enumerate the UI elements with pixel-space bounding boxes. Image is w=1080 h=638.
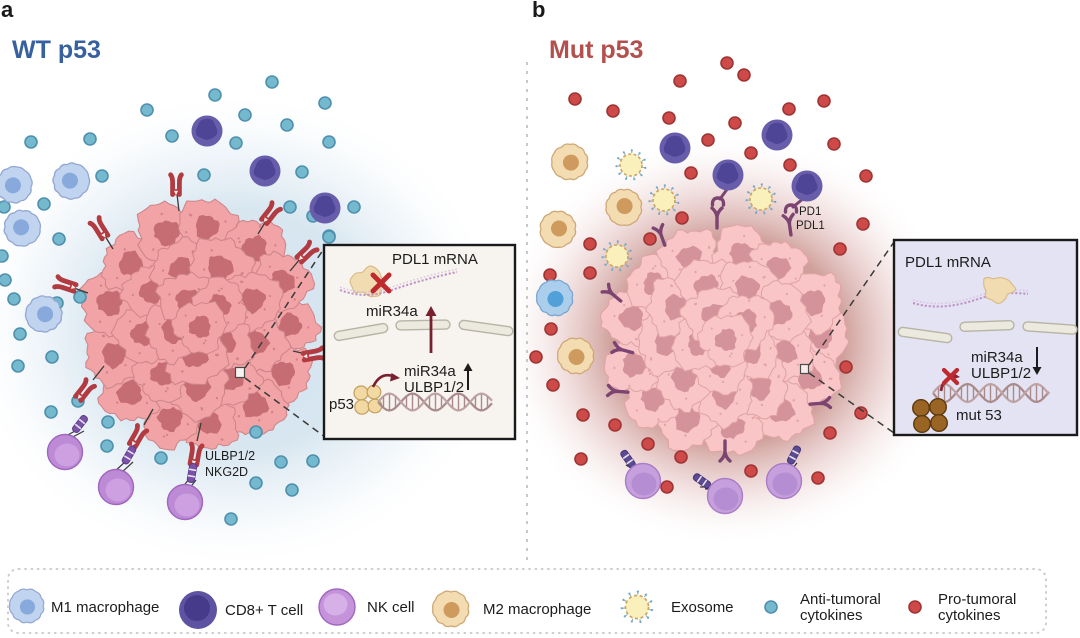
svg-text:cytokines: cytokines xyxy=(800,607,863,624)
svg-text:cytokines: cytokines xyxy=(938,607,1001,624)
svg-text:NK cell: NK cell xyxy=(367,599,415,616)
svg-text:p53: p53 xyxy=(329,396,354,413)
svg-text:miR34a: miR34a xyxy=(404,363,456,380)
svg-text:Pro-tumoral: Pro-tumoral xyxy=(938,591,1016,608)
svg-text:M1 macrophage: M1 macrophage xyxy=(51,599,159,616)
svg-text:CD8+ T cell: CD8+ T cell xyxy=(225,602,303,619)
svg-text:b: b xyxy=(532,0,545,22)
svg-text:ULBP1/2: ULBP1/2 xyxy=(205,449,255,463)
svg-text:ULBP1/2: ULBP1/2 xyxy=(404,379,464,396)
svg-text:ULBP1/2: ULBP1/2 xyxy=(971,365,1031,382)
svg-text:Exosome: Exosome xyxy=(671,599,734,616)
svg-text:NKG2D: NKG2D xyxy=(205,465,248,479)
svg-text:PD1: PD1 xyxy=(799,206,821,218)
svg-text:WT p53: WT p53 xyxy=(12,36,101,64)
svg-text:PDL1 mRNA: PDL1 mRNA xyxy=(905,254,991,271)
svg-text:miR34a: miR34a xyxy=(366,303,418,320)
svg-text:Mut p53: Mut p53 xyxy=(549,36,643,64)
svg-text:M2 macrophage: M2 macrophage xyxy=(483,601,591,618)
svg-text:mut 53: mut 53 xyxy=(956,407,1002,424)
svg-text:Anti-tumoral: Anti-tumoral xyxy=(800,591,881,608)
svg-text:PDL1 mRNA: PDL1 mRNA xyxy=(392,251,478,268)
svg-text:PDL1: PDL1 xyxy=(796,220,825,232)
svg-text:miR34a: miR34a xyxy=(971,349,1023,366)
svg-text:a: a xyxy=(1,0,14,22)
